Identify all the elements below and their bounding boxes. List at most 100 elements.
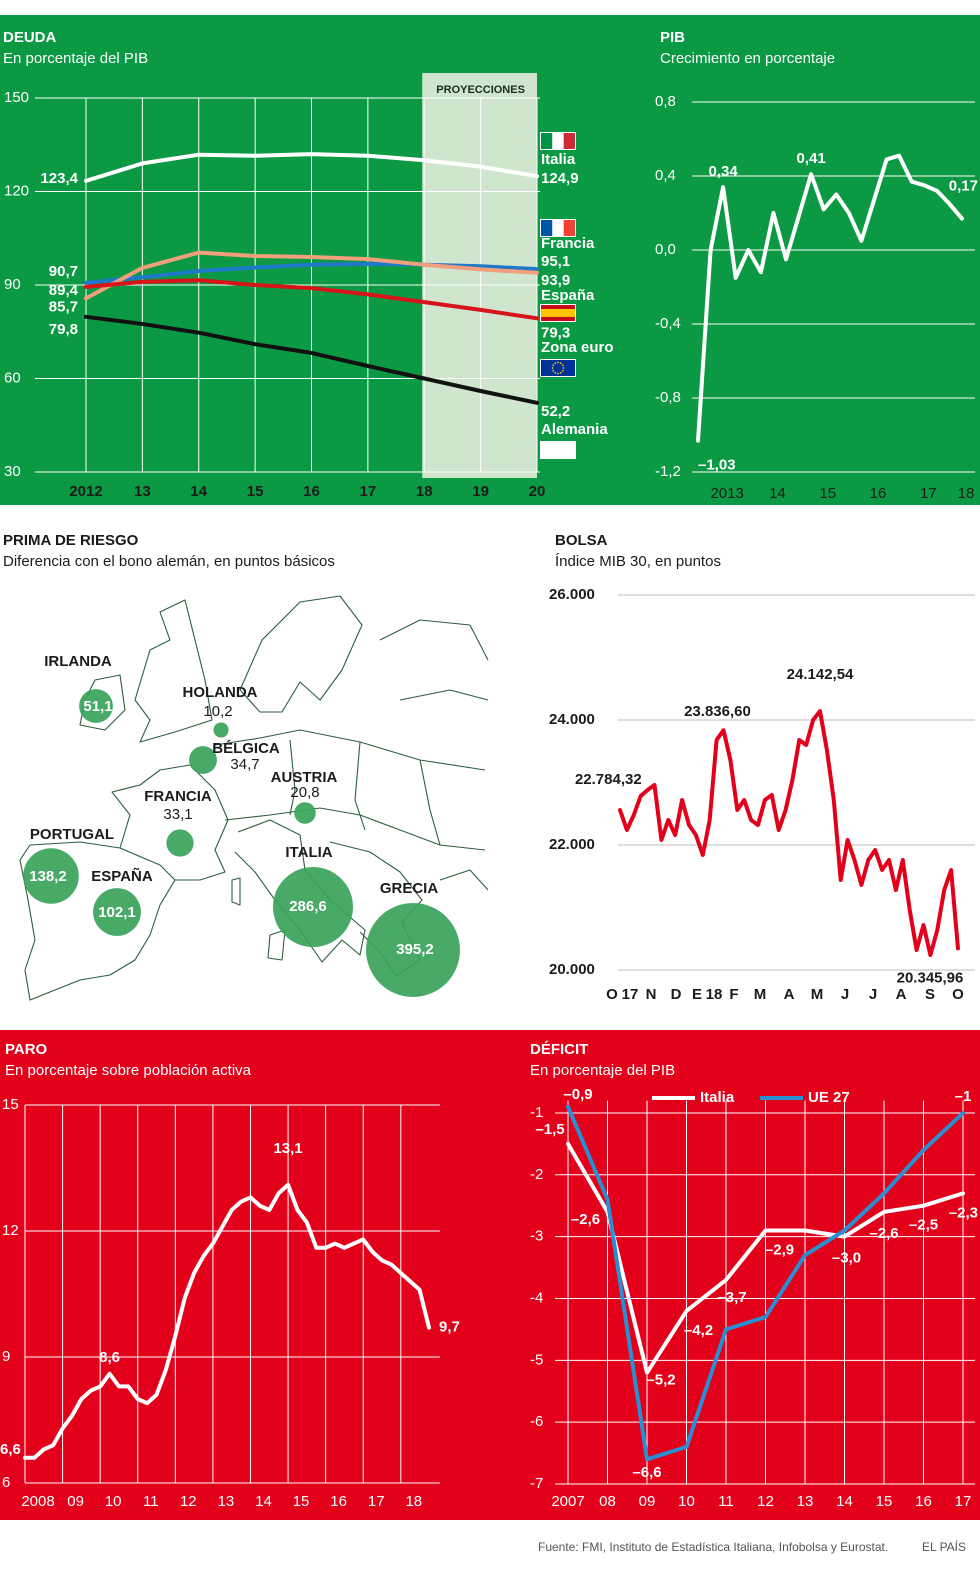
projection-label: PROYECCIONES xyxy=(436,84,525,96)
data-label: 89,4 xyxy=(49,282,79,299)
legend-label: Italia xyxy=(700,1089,735,1106)
flag-eu-star xyxy=(562,367,565,369)
y-tick-label: -3 xyxy=(530,1228,543,1245)
y-tick-label: -0,4 xyxy=(655,315,681,332)
y-tick-label: 12 xyxy=(2,1222,19,1239)
x-tick-label: 16 xyxy=(330,1493,347,1510)
x-tick-label: F xyxy=(729,986,738,1003)
data-line xyxy=(566,1104,965,1462)
flag-france-stripe xyxy=(541,220,553,236)
data-label: –3,0 xyxy=(832,1250,861,1267)
x-tick-label: 11 xyxy=(143,1493,159,1510)
y-tick-label: 26.000 xyxy=(549,586,595,603)
x-tick-label: 17 xyxy=(368,1493,385,1510)
chart-title: DEUDA xyxy=(3,29,57,46)
x-tick-label: 17 xyxy=(920,485,937,502)
flag-eu-star xyxy=(559,371,562,374)
data-label: 79,3 xyxy=(541,324,570,341)
data-label: 123,4 xyxy=(40,170,78,187)
series-name: Italia xyxy=(541,151,576,168)
bubble-label: 34,7 xyxy=(230,756,259,773)
flag-italy-stripe xyxy=(563,133,575,149)
flag-france-stripe xyxy=(552,220,564,236)
data-line xyxy=(84,278,539,321)
flag-france-stripe xyxy=(563,220,575,236)
flag-eu-star xyxy=(561,364,564,367)
red-panel xyxy=(0,1030,980,1520)
x-tick-label: 13 xyxy=(797,1493,814,1510)
data-label: –2,6 xyxy=(571,1211,600,1228)
y-tick-label: 24.000 xyxy=(549,711,595,728)
data-label: 24.142,54 xyxy=(787,666,854,683)
data-label: 90,7 xyxy=(49,263,78,280)
x-tick-label: 14 xyxy=(190,483,207,500)
data-line xyxy=(566,1141,965,1375)
y-tick-label: -7 xyxy=(530,1475,543,1492)
y-tick-label: 15 xyxy=(2,1096,19,1113)
flag-spain-stripe xyxy=(541,309,575,317)
bubble-label: 51,1 xyxy=(83,698,112,715)
y-tick-label: 120 xyxy=(4,182,29,199)
bubble-label: 395,2 xyxy=(396,941,434,958)
chart-subtitle: En porcentaje del PIB xyxy=(530,1062,675,1079)
x-tick-label: 17 xyxy=(622,986,639,1003)
y-tick-label: 60 xyxy=(4,369,21,386)
x-tick-label: 19 xyxy=(472,483,489,500)
x-tick-label: D xyxy=(671,986,682,1003)
bubble xyxy=(366,903,460,997)
y-tick-label: -6 xyxy=(530,1413,543,1430)
bubble xyxy=(23,848,79,904)
country-name: AUSTRIA xyxy=(271,769,338,786)
x-tick-label: M xyxy=(754,986,767,1003)
bubble-label: 102,1 xyxy=(98,904,136,921)
x-tick-label: 11 xyxy=(718,1493,734,1510)
data-label: –2,3 xyxy=(949,1204,978,1221)
flag-eu-star xyxy=(554,371,557,374)
y-tick-label: -0,8 xyxy=(655,389,681,406)
data-line xyxy=(84,261,539,285)
y-tick-label: 0,8 xyxy=(655,93,676,110)
data-label: 79,8 xyxy=(49,321,78,338)
bubble xyxy=(79,689,113,723)
x-tick-label: 15 xyxy=(247,483,264,500)
flag-eu-star xyxy=(557,372,559,375)
x-tick-label: 2007 xyxy=(551,1493,584,1510)
y-tick-label: -2 xyxy=(530,1166,543,1183)
country-name: HOLANDA xyxy=(183,684,258,701)
chart-subtitle: Crecimiento en porcentaje xyxy=(660,50,835,67)
data-label: –0,9 xyxy=(563,1086,592,1103)
bubble-label: 138,2 xyxy=(29,868,67,885)
x-tick-label: 2013 xyxy=(710,485,743,502)
data-line xyxy=(84,250,539,301)
flag-eu-star xyxy=(559,362,562,365)
x-tick-label: 16 xyxy=(915,1493,932,1510)
y-tick-label: -1 xyxy=(530,1104,543,1121)
series-name: Francia xyxy=(541,235,595,252)
data-label: –5,2 xyxy=(646,1372,675,1389)
country-name: BÉLGICA xyxy=(212,740,280,757)
data-label: –4,2 xyxy=(684,1322,713,1339)
bubble xyxy=(294,802,316,824)
x-tick-label: 14 xyxy=(769,485,786,502)
country-name: IRLANDA xyxy=(44,653,112,670)
x-tick-label: S xyxy=(925,986,935,1003)
data-label: –1,5 xyxy=(535,1121,564,1138)
data-line xyxy=(84,152,539,183)
x-tick-label: 16 xyxy=(870,485,887,502)
data-label: 9,7 xyxy=(439,1319,460,1336)
x-tick-label: 10 xyxy=(678,1493,695,1510)
y-tick-label: -5 xyxy=(530,1351,543,1368)
x-tick-label: 13 xyxy=(218,1493,235,1510)
x-tick-label: 2012 xyxy=(69,483,102,500)
data-label: 93,9 xyxy=(541,272,570,289)
x-tick-label: J xyxy=(841,986,849,1003)
y-tick-label: 22.000 xyxy=(549,836,595,853)
country-name: GRECIA xyxy=(380,880,439,897)
data-label: 8,6 xyxy=(99,1349,120,1366)
flag-eu-star xyxy=(561,369,564,372)
chart-title: PRIMA DE RIESGO xyxy=(3,532,139,549)
y-tick-label: 20.000 xyxy=(549,961,595,978)
chart-title: DÉFICIT xyxy=(530,1041,588,1058)
data-label: 0,41 xyxy=(797,150,826,167)
